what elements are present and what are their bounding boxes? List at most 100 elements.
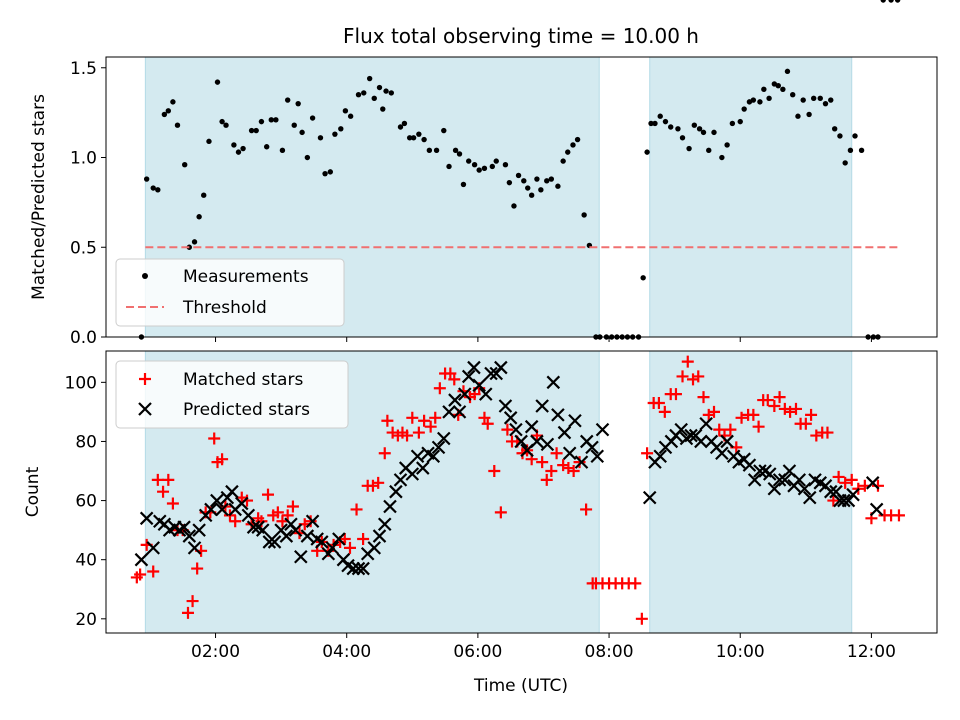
- matched-star-point: [162, 473, 175, 486]
- legend-predicted-label: Predicted stars: [183, 400, 310, 420]
- predicted-star-point: [778, 473, 792, 487]
- measurement-point: [675, 126, 681, 132]
- measurement-point: [538, 187, 544, 193]
- measurement-point: [388, 90, 395, 96]
- measurement-point: [304, 154, 311, 161]
- measurement-point: [837, 133, 843, 139]
- matched-star-point: [494, 506, 507, 519]
- predicted-star-point: [351, 561, 366, 576]
- predicted-star-point: [332, 532, 346, 546]
- predicted-star-point: [431, 440, 446, 455]
- measurement-point: [295, 100, 301, 107]
- predicted-star-point: [747, 473, 762, 487]
- measurement-point: [652, 120, 658, 127]
- predicted-star-point: [535, 399, 549, 413]
- matched-star-point: [658, 405, 671, 418]
- measurement-point: [775, 83, 781, 89]
- predicted-star-point: [797, 481, 812, 496]
- predicted-star-point: [437, 431, 451, 446]
- predicted-star-point: [869, 502, 884, 517]
- matched-star-point: [821, 426, 834, 439]
- x-tick-label: 04:00: [322, 642, 371, 662]
- measurement-point: [332, 131, 338, 137]
- predicted-star-point: [767, 481, 782, 496]
- measurement-point: [858, 147, 865, 154]
- measurement-point: [534, 176, 540, 182]
- y-tick-label: 1.0: [70, 149, 97, 169]
- measurement-point: [219, 118, 225, 125]
- matched-star-point: [134, 568, 147, 581]
- predicted-star-point: [590, 449, 605, 464]
- measurement-point: [268, 117, 274, 123]
- predicted-star-point: [720, 434, 734, 449]
- bottom-y-axis-label: Count: [23, 466, 43, 517]
- matched-star-point: [166, 497, 179, 510]
- measurement-point: [273, 117, 279, 123]
- measurement-point: [706, 147, 712, 154]
- measurement-point: [223, 122, 229, 128]
- predicted-star-point: [457, 387, 472, 401]
- matched-star-point: [338, 533, 351, 545]
- measurement-point: [700, 129, 707, 136]
- legend-threshold-label: Threshold: [182, 298, 267, 318]
- matched-star-point: [652, 397, 665, 410]
- bottom-plot-frame: [105, 350, 938, 634]
- y-tick-label: 60: [75, 492, 97, 512]
- bottom-legend-box: [115, 360, 349, 429]
- predicted-star-point: [802, 490, 817, 505]
- top-panel: 0.0 0.5 1.0 1.5 Matched/Predicted stars Mea…: [29, 0, 938, 348]
- measurement-point: [888, 0, 894, 3]
- measurement-point: [521, 178, 527, 184]
- top-legend-box: [115, 258, 345, 327]
- predicted-star-point: [262, 535, 277, 549]
- measurement-point: [191, 239, 198, 245]
- legend-matched-marker: [139, 373, 151, 385]
- measurement-point: [366, 75, 373, 82]
- predicted-star-point: [383, 499, 397, 514]
- predicted-star-point: [562, 446, 577, 461]
- measurement-point: [544, 178, 550, 184]
- measurement-point: [182, 161, 188, 168]
- measurement-point: [894, 0, 901, 3]
- matched-star-point: [381, 414, 394, 427]
- measurement-point: [565, 149, 571, 155]
- predicted-star-point: [279, 529, 294, 543]
- measurement-point: [235, 149, 242, 155]
- predicted-star-point: [574, 455, 589, 469]
- x-axis-label: Time (UTC): [473, 676, 568, 696]
- measurement-point: [401, 120, 408, 127]
- predicted-star-point: [674, 422, 688, 437]
- measurement-point: [810, 95, 817, 101]
- matched-star-point: [580, 503, 593, 516]
- measurement-point: [852, 133, 858, 139]
- predicted-star-point: [524, 419, 539, 434]
- predicted-star-point: [467, 360, 481, 375]
- predicted-star-point: [699, 416, 713, 431]
- top-y-axis: 0.0 0.5 1.0 1.5: [70, 59, 106, 348]
- predicted-star-point: [346, 561, 361, 576]
- predicted-star-point: [367, 541, 382, 555]
- x-tick-label: 02:00: [191, 642, 240, 662]
- measurement-point: [433, 147, 440, 154]
- x-tick-label: 08:00: [585, 642, 634, 662]
- predicted-star-point: [498, 399, 513, 413]
- measurement-point: [342, 108, 349, 114]
- matched-star-point: [550, 447, 563, 460]
- matched-star-point: [343, 541, 356, 554]
- y-tick-label: 1.5: [70, 59, 97, 79]
- predicted-star-point: [442, 405, 456, 419]
- measurement-point: [416, 131, 422, 137]
- matched-star-point: [191, 562, 204, 575]
- predicted-star-point: [215, 502, 229, 517]
- legend-matched-label: Matched stars: [183, 370, 303, 390]
- predicted-star-point: [325, 541, 340, 555]
- y-tick-label: 40: [75, 551, 97, 571]
- matched-star-point: [286, 500, 299, 513]
- measurement-point: [662, 118, 669, 125]
- predicted-star-point: [478, 387, 493, 401]
- measurement-point: [327, 169, 334, 175]
- predicted-star-point: [300, 529, 315, 543]
- measurement-point: [525, 185, 531, 191]
- measurement-point: [471, 161, 478, 168]
